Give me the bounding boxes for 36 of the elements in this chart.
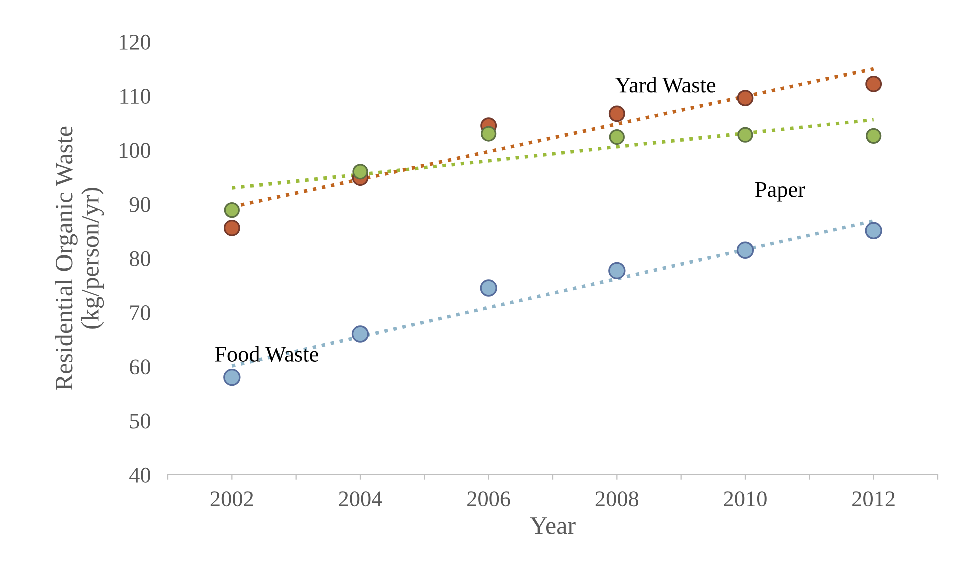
point xyxy=(352,164,368,180)
point xyxy=(737,90,754,107)
point xyxy=(224,220,240,236)
x-tick-label: 2002 xyxy=(210,492,254,507)
point xyxy=(352,326,370,343)
x-tick-label: 2010 xyxy=(724,492,767,507)
point xyxy=(481,126,497,142)
point xyxy=(224,202,240,218)
x-tick-label: 2006 xyxy=(468,492,510,507)
y-tick-label: 110 xyxy=(120,89,150,104)
point xyxy=(866,76,882,92)
x-axis-title: Year xyxy=(530,518,576,534)
x-tick-label: 2012 xyxy=(852,492,895,507)
point xyxy=(608,262,626,280)
y-tick-label: 40 xyxy=(130,468,150,483)
point xyxy=(608,106,626,122)
point xyxy=(224,368,241,386)
point xyxy=(738,127,754,143)
series-label: Yard Waste xyxy=(615,77,716,93)
y-tick-label: 60 xyxy=(130,360,150,375)
point xyxy=(736,242,754,259)
y-tick-label: 70 xyxy=(130,306,150,321)
x-tick-label: 2008 xyxy=(596,492,639,507)
y-axis-title: Residential Organic Waste (kg/person/yr) xyxy=(55,126,104,390)
y-tick-label: 80 xyxy=(130,251,150,266)
y-tick-label: 50 xyxy=(130,414,150,429)
point xyxy=(609,129,625,146)
point xyxy=(865,222,882,240)
point xyxy=(866,128,882,144)
series-label: Food Waste xyxy=(215,346,318,362)
y-tick-label: 90 xyxy=(130,197,150,212)
y-tick-label: 100 xyxy=(120,143,150,158)
x-tick-label: 2004 xyxy=(339,492,382,507)
y-tick-label: 120 xyxy=(120,34,150,50)
point xyxy=(480,280,498,297)
series-label: Paper xyxy=(756,182,806,202)
